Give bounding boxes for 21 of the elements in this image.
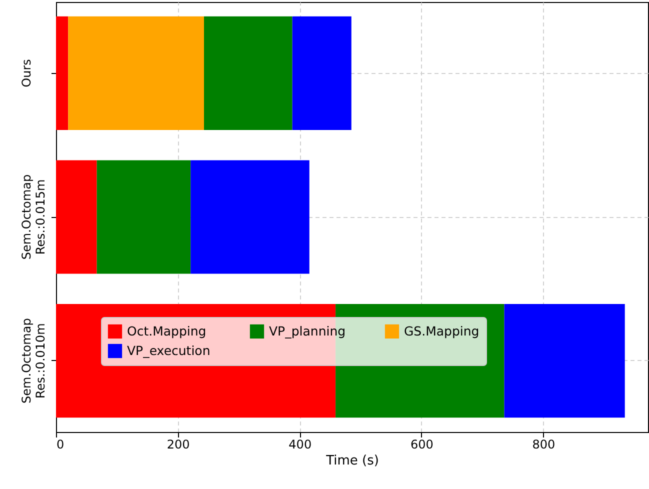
x-axis-title: Time (s) bbox=[325, 454, 379, 468]
x-tick-label: 200 bbox=[166, 438, 190, 452]
x-tick-label: 800 bbox=[532, 438, 556, 452]
bar bbox=[292, 16, 352, 130]
bar bbox=[204, 16, 292, 130]
bar bbox=[96, 160, 191, 274]
bar bbox=[56, 160, 97, 274]
x-tick-label: 600 bbox=[410, 438, 434, 452]
legend-label: GS.Mapping bbox=[404, 323, 480, 338]
x-tick-label: 0 bbox=[56, 438, 64, 452]
y-tick-label: Sem.Octomap Res.:0.010m bbox=[20, 318, 48, 404]
legend-label: VP_planning bbox=[269, 323, 346, 338]
bar bbox=[68, 16, 204, 130]
legend-label: Oct.Mapping bbox=[127, 323, 206, 338]
bar bbox=[504, 304, 625, 418]
bar bbox=[56, 16, 68, 130]
x-tick-label: 400 bbox=[288, 438, 312, 452]
y-tick-label: Sem.Octomap Res.:0.015m bbox=[20, 174, 48, 260]
y-tick-label: Ours bbox=[20, 59, 34, 88]
bar bbox=[190, 160, 310, 274]
legend-label: VP_execution bbox=[127, 343, 210, 358]
